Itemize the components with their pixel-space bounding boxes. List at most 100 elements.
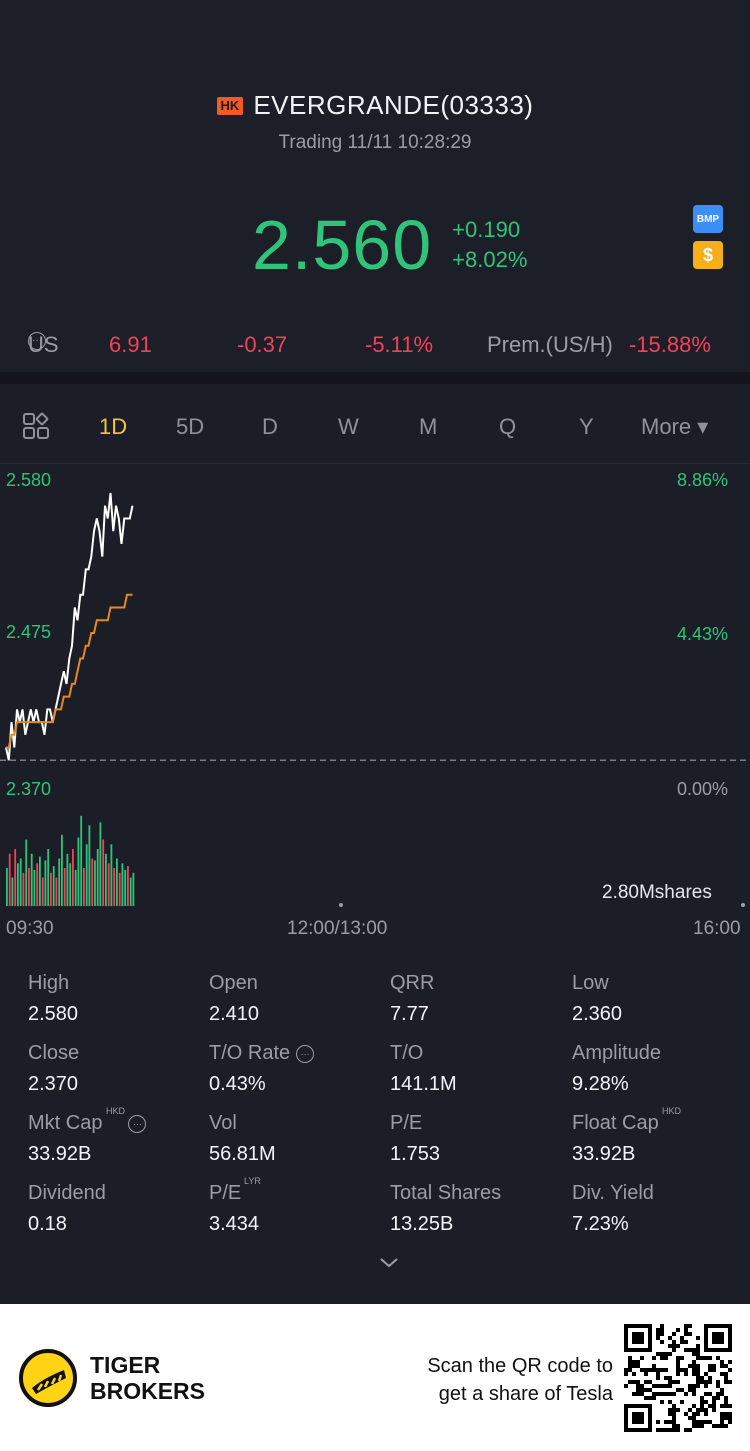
side-icons: BMP $ (693, 205, 723, 269)
volume-bar (30, 853, 33, 907)
info-icon[interactable]: ··· (128, 1114, 147, 1133)
price-changes: +0.190 +8.02% (452, 217, 527, 273)
bmp-icon[interactable]: BMP (693, 205, 723, 233)
stat-label: Dividend (28, 1182, 106, 1204)
price-change-pct: +8.02% (452, 247, 528, 272)
tab-q[interactable]: Q (499, 414, 517, 439)
price-line (5, 492, 134, 761)
volume-bar (105, 853, 107, 907)
volume-bar (17, 863, 19, 907)
stat-value: 7.23% (572, 1213, 629, 1235)
stat-to: T/O 141.1M (390, 1042, 570, 1096)
volume-bar (113, 868, 116, 906)
lyr-sup: LYR (244, 1176, 261, 1186)
us-quote-row[interactable]: US ··· 6.91 -0.37 -5.11% Prem.(US/H) -15… (28, 332, 728, 362)
tab-more[interactable]: More ▾ (641, 414, 709, 439)
volume-bar (107, 863, 110, 907)
volume-bar (63, 868, 66, 906)
stat-label-wrap: T/O Rate ··· (209, 1042, 389, 1065)
stat-value: 33.92B (572, 1143, 636, 1165)
volume-bar (74, 869, 77, 906)
stat-dividend: Dividend 0.18 (28, 1182, 208, 1236)
stat-value: 141.1M (390, 1073, 457, 1095)
volume-bar (39, 856, 41, 906)
stat-total-shares: Total Shares 13.25B (390, 1182, 570, 1236)
price-block: 2.560 +0.190 +8.02% (252, 205, 527, 285)
x-tick-close: 16:00 (693, 918, 741, 939)
volume-bar (52, 866, 55, 906)
stat-label: T/O Rate (209, 1042, 291, 1064)
stat-label: Open (209, 972, 258, 994)
us-change: -0.37 (237, 332, 288, 357)
volume-bar (132, 872, 135, 907)
layout-grid-icon[interactable] (22, 412, 50, 440)
volume-bar (88, 825, 91, 907)
stat-qrr: QRR 7.77 (390, 972, 570, 1026)
volume-bar (44, 860, 47, 906)
volume-bar (121, 863, 124, 907)
stat-label: Low (572, 972, 609, 994)
volume-bar (14, 849, 17, 906)
stat-high: High 2.580 (28, 972, 208, 1026)
tab-5d[interactable]: 5D (176, 414, 205, 439)
stat-mkt-cap: Mkt Cap HKD ··· 33.92B (28, 1106, 208, 1166)
stat-low: Low 2.360 (572, 972, 750, 1026)
tab-1d[interactable]: 1D (99, 414, 128, 439)
stat-value: 2.580 (28, 1003, 79, 1025)
us-change-pct: -5.11% (365, 332, 434, 357)
volume-bar (91, 858, 94, 906)
stat-label: Close (28, 1042, 80, 1064)
stat-close: Close 2.370 (28, 1042, 208, 1096)
tab-m[interactable]: M (419, 414, 438, 439)
promo-line1: Scan the QR code to (427, 1355, 613, 1377)
volume-bar (102, 839, 105, 906)
volume-bar (110, 844, 113, 907)
more-dots-icon[interactable]: ··· (28, 332, 46, 350)
title-row: HK EVERGRANDE(03333) (0, 90, 750, 121)
chevron-down-icon[interactable] (378, 1256, 400, 1270)
last-price: 2.560 (252, 206, 433, 284)
tab-w[interactable]: W (338, 414, 359, 439)
stat-value: 33.92B (28, 1143, 92, 1165)
stock-title[interactable]: EVERGRANDE(03333) (253, 90, 534, 120)
stat-pe: P/E 1.753 (390, 1112, 570, 1166)
volume-bar (58, 858, 61, 906)
intraday-chart[interactable]: 2.580 2.475 2.370 8.86% 4.43% 0.00% 2.80… (0, 465, 750, 945)
pct-tick-high: 8.86% (676, 470, 728, 490)
volume-bar (124, 869, 127, 906)
volume-bar (83, 868, 85, 906)
pct-tick-mid: 4.43% (676, 624, 728, 644)
stat-label: QRR (390, 972, 435, 994)
volume-bar (77, 837, 80, 906)
volume-bar (47, 849, 50, 906)
volume-bar (36, 863, 39, 907)
stat-label: Mkt Cap (28, 1112, 103, 1134)
stat-div-yield: Div. Yield 7.23% (572, 1182, 750, 1236)
volume-bar (69, 863, 72, 907)
volume-bar (6, 868, 8, 906)
period-tabs: 1D 5D D W M Q Y More ▾ (0, 384, 750, 464)
stat-open: Open 2.410 (209, 972, 389, 1026)
stat-to-rate: T/O Rate ··· 0.43% (209, 1042, 389, 1096)
volume-bar (94, 860, 96, 906)
volume-bar (61, 834, 63, 907)
y-tick-low: 2.370 (6, 779, 52, 799)
avg-price-line (6, 593, 133, 749)
qr-code-icon[interactable] (624, 1324, 732, 1432)
stat-pe-lyr: P/E LYR 3.434 (209, 1176, 389, 1236)
brand-line2: BROKERS (90, 1378, 206, 1404)
us-price: 6.91 (109, 332, 152, 357)
promo-text: Scan the QR code to get a share of Tesla (427, 1352, 613, 1408)
volume-bar (50, 872, 52, 907)
session-marker (741, 903, 745, 907)
session-marker (339, 903, 343, 907)
currency-sup: HKD (106, 1106, 126, 1116)
volume-bar (8, 853, 11, 907)
info-icon[interactable]: ··· (296, 1044, 315, 1063)
stat-value: 13.25B (390, 1213, 454, 1235)
tab-y[interactable]: Y (579, 414, 594, 439)
volume-bar (72, 849, 74, 906)
tab-d[interactable]: D (262, 414, 278, 439)
dollar-icon[interactable]: $ (693, 241, 723, 269)
price-change: +0.190 (452, 217, 521, 242)
